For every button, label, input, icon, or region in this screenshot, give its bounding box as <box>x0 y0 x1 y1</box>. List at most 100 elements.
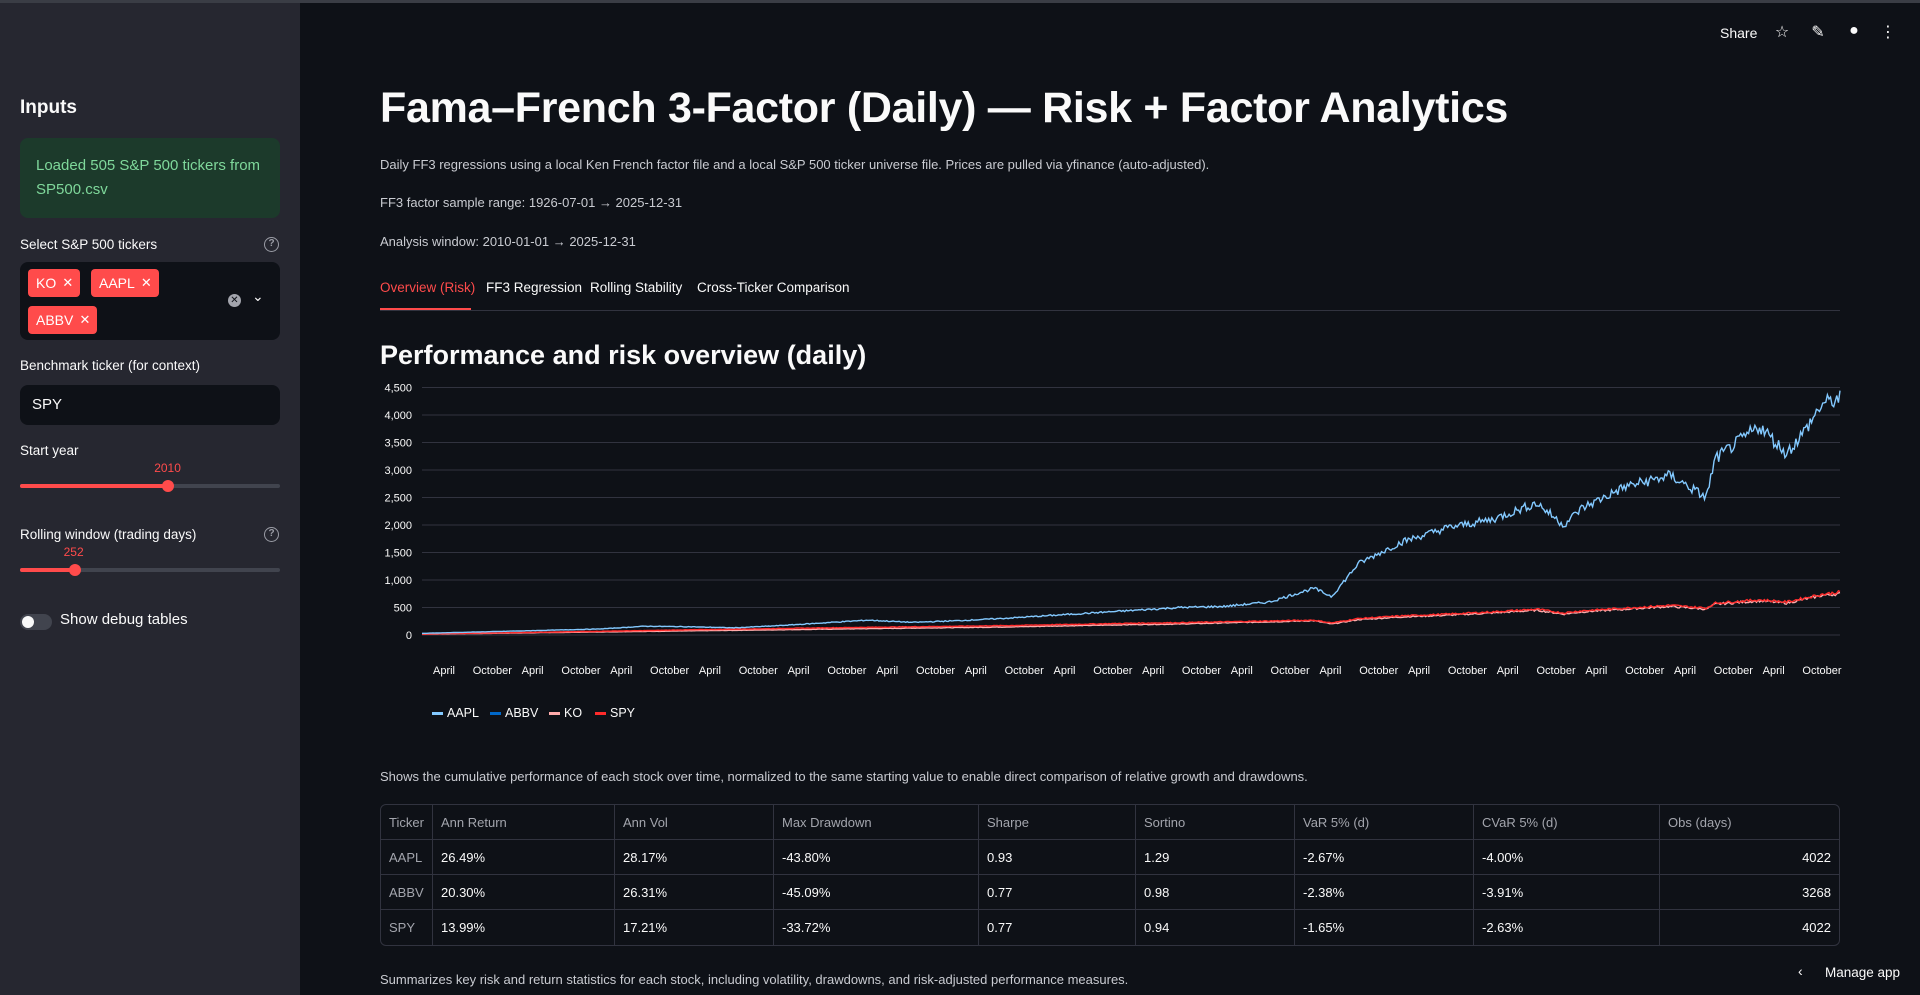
github-icon[interactable]: ● <box>1849 22 1859 39</box>
x-tick-label: October <box>650 665 689 677</box>
start-year-slider[interactable] <box>20 480 280 492</box>
ticker-chip-label: KO <box>36 275 57 291</box>
table-cell: 17.21% <box>615 910 774 945</box>
stats-table: Ticker Ann Return Ann Vol Max Drawdown S… <box>380 804 1840 946</box>
top-border <box>0 0 1920 3</box>
legend-item[interactable]: ABBV <box>490 706 538 720</box>
sidebar-title: Inputs <box>20 97 77 118</box>
clear-all-icon[interactable]: ✕ <box>228 294 241 307</box>
table-cell: -2.38% <box>1295 875 1474 910</box>
column-header[interactable]: Max Drawdown <box>774 805 979 840</box>
rolling-window-value: 252 <box>63 545 84 559</box>
x-tick-label: October <box>561 665 600 677</box>
tab-ff3-regression[interactable]: FF3 Regression <box>486 280 583 295</box>
legend-item[interactable]: KO <box>549 706 582 720</box>
slider-thumb[interactable] <box>68 564 81 576</box>
table-cell: 28.17% <box>615 840 774 875</box>
star-icon[interactable]: ☆ <box>1774 24 1790 41</box>
close-icon[interactable]: ✕ <box>140 275 152 290</box>
table-cell: -2.67% <box>1295 840 1474 875</box>
start-year-label: Start year <box>20 443 79 458</box>
tickers-multiselect[interactable]: KO ✕ AAPL ✕ ABBV ✕ ✕ ⌄ <box>20 262 280 340</box>
slider-fill <box>20 568 75 572</box>
table-cell: -4.00% <box>1474 840 1660 875</box>
column-header[interactable]: Ann Return <box>433 805 615 840</box>
slider-fill <box>20 484 169 488</box>
x-tick-label: April <box>433 665 455 677</box>
table-row: ABBV 20.30% 26.31% -45.09% 0.77 0.98 -2.38% -3.… <box>381 875 1839 910</box>
table-cell: 0.98 <box>1136 875 1295 910</box>
performance-chart[interactable]: 0 500 1,000 1,500 2,000 2,500 3,000 3,500 4,000 4… <box>370 380 1850 680</box>
series-line-spy[interactable] <box>422 589 1841 635</box>
ticker-chip[interactable]: AAPL ✕ <box>91 269 159 297</box>
legend-swatch <box>490 712 501 716</box>
tab-rolling-stability[interactable]: Rolling Stability <box>590 280 683 295</box>
table-cell: -45.09% <box>774 875 979 910</box>
tickers-label: Select S&P 500 tickers <box>20 237 158 252</box>
x-tick-label: October <box>1271 665 1310 677</box>
legend-label: KO <box>564 706 583 720</box>
factor-range: FF3 factor sample range: 1926-07-01 → 20… <box>380 195 683 210</box>
table-cell: -2.63% <box>1474 910 1660 945</box>
x-tick-label: October <box>1536 665 1575 677</box>
chart-caption: Shows the cumulative performance of each… <box>380 769 1308 784</box>
series-line-ko[interactable] <box>422 591 1841 635</box>
y-tick-label: 0 <box>406 630 412 642</box>
table-cell: -33.72% <box>774 910 979 945</box>
table-cell: -1.65% <box>1295 910 1474 945</box>
active-tab-indicator <box>380 308 471 310</box>
legend-item[interactable]: SPY <box>595 706 635 720</box>
ticker-chip[interactable]: ABBV ✕ <box>28 306 98 334</box>
x-tick-label: April <box>1763 665 1785 677</box>
close-icon[interactable]: ✕ <box>62 275 74 290</box>
x-tick-label: October <box>1182 665 1221 677</box>
debug-toggle[interactable] <box>20 614 52 630</box>
x-tick-label: April <box>1585 665 1607 677</box>
close-icon[interactable]: ✕ <box>79 312 91 327</box>
table-row: AAPL 26.49% 28.17% -43.80% 0.93 1.29 -2.67% -4.… <box>381 840 1839 875</box>
ticker-chip-label: AAPL <box>99 275 135 291</box>
table-cell: 4022 <box>1802 920 1831 935</box>
legend-swatch <box>432 712 443 716</box>
legend-item[interactable]: AAPL <box>432 706 479 720</box>
x-tick-label: April <box>1054 665 1076 677</box>
chevron-left-icon[interactable]: ‹ <box>1798 963 1803 979</box>
table-cell: 26.31% <box>615 875 774 910</box>
slider-thumb[interactable] <box>162 480 175 492</box>
table-cell: 0.77 <box>979 875 1136 910</box>
table-cell: 0.93 <box>979 840 1136 875</box>
y-tick-label: 3,000 <box>384 465 412 477</box>
series-line-aapl[interactable] <box>422 390 1841 634</box>
column-header[interactable]: Ticker <box>381 805 433 840</box>
y-tick-label: 4,500 <box>384 383 412 395</box>
column-header[interactable]: Obs (days) <box>1660 805 1839 840</box>
tab-cross-ticker[interactable]: Cross-Ticker Comparison <box>697 280 850 295</box>
analysis-window: Analysis window: 2010-01-01 → 2025-12-31 <box>380 234 636 249</box>
x-tick-label: October <box>473 665 512 677</box>
benchmark-input[interactable]: SPY <box>20 385 280 425</box>
column-header[interactable]: VaR 5% (d) <box>1295 805 1474 840</box>
help-icon[interactable]: ? <box>264 527 279 542</box>
rolling-window-label: Rolling window (trading days) <box>20 527 197 542</box>
more-icon[interactable]: ⋮ <box>1880 24 1896 41</box>
edit-icon[interactable]: ✎ <box>1811 24 1825 41</box>
page-title: Fama–French 3-Factor (Daily) — Risk + Fa… <box>380 84 1509 132</box>
ticker-chip[interactable]: KO ✕ <box>28 269 81 297</box>
tab-overview[interactable]: Overview (Risk) <box>380 280 476 295</box>
help-icon[interactable]: ? <box>264 237 279 252</box>
y-tick-label: 1,500 <box>384 548 412 560</box>
x-tick-label: October <box>827 665 866 677</box>
rolling-window-slider[interactable] <box>20 564 280 576</box>
column-header[interactable]: Sharpe <box>979 805 1136 840</box>
x-tick-label: October <box>1802 665 1841 677</box>
column-header[interactable]: Sortino <box>1136 805 1295 840</box>
chevron-down-icon[interactable]: ⌄ <box>252 288 264 304</box>
column-header[interactable]: Ann Vol <box>615 805 774 840</box>
manage-app-button[interactable]: Manage app <box>1825 965 1901 980</box>
x-tick-label: October <box>1714 665 1753 677</box>
column-header[interactable]: CVaR 5% (d) <box>1474 805 1660 840</box>
sidebar: Inputs Loaded 505 S&P 500 tickers from S… <box>0 3 300 995</box>
ticker-cell: SPY <box>381 910 433 945</box>
ticker-chip-label: ABBV <box>36 312 74 328</box>
share-button[interactable]: Share <box>1720 25 1758 41</box>
